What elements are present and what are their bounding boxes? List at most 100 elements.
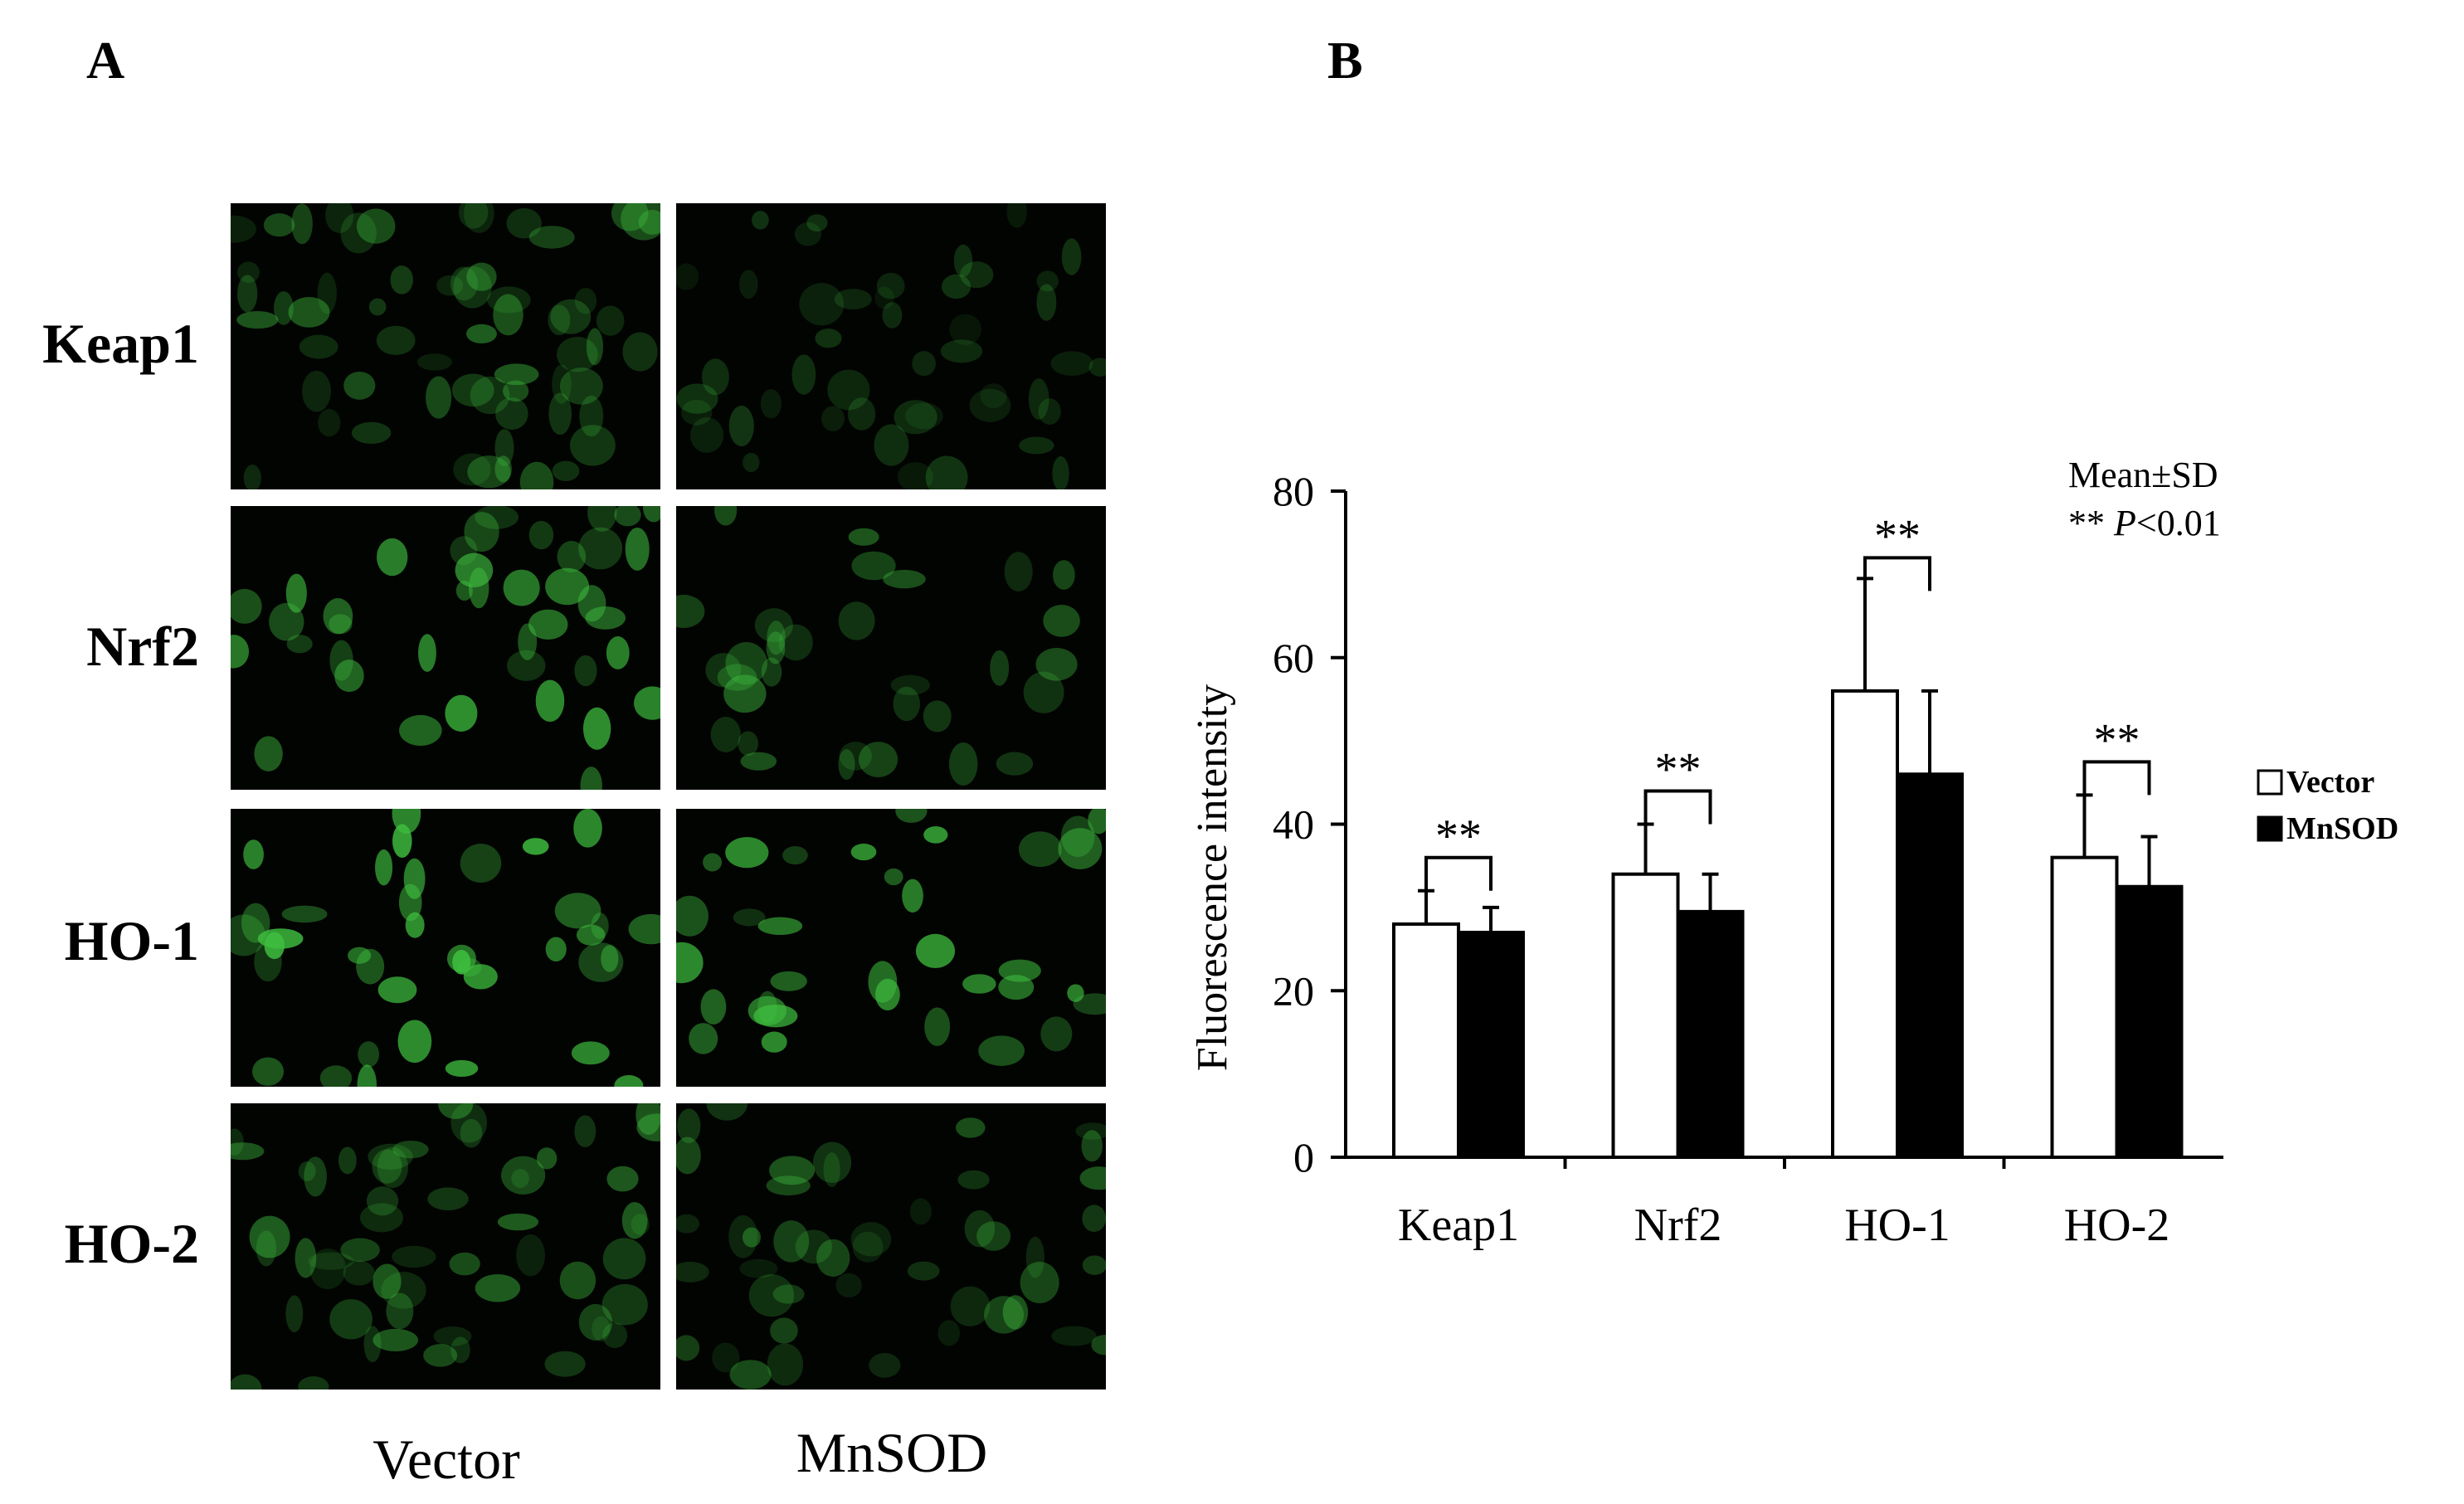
significance-bracket: [2082, 760, 2151, 796]
cell: [360, 1203, 403, 1233]
cell: [403, 858, 426, 899]
cell: [1067, 984, 1084, 1002]
cell: [738, 731, 758, 757]
cell: [363, 1326, 382, 1363]
cell: [580, 767, 602, 790]
cell: [794, 222, 821, 246]
cell: [956, 1117, 986, 1138]
cell-field: [676, 203, 1106, 489]
cell: [733, 908, 766, 927]
cell: [309, 1248, 346, 1290]
cell: [252, 1057, 285, 1086]
cell: [806, 214, 828, 232]
cell: [606, 1166, 639, 1192]
cell: [376, 325, 416, 356]
cell: [601, 1283, 648, 1326]
cell: [295, 1238, 317, 1278]
cell: [578, 527, 623, 570]
cell: [231, 588, 262, 624]
cell: [847, 397, 876, 431]
cell: [582, 707, 611, 750]
cell: [1023, 671, 1064, 713]
cell: [676, 895, 709, 937]
cell: [902, 879, 923, 913]
cell: [596, 305, 625, 336]
cell: [1058, 828, 1103, 869]
cell: [960, 261, 994, 289]
cell: [1073, 993, 1106, 1015]
cell: [1061, 238, 1082, 275]
cell: [438, 1103, 474, 1120]
cell: [318, 408, 341, 437]
cell: [631, 1214, 650, 1235]
cell: [738, 270, 758, 299]
cell: [728, 406, 754, 446]
cell: [621, 203, 660, 241]
cell: [770, 1317, 798, 1344]
cell: [725, 837, 769, 869]
cell: [883, 569, 926, 589]
cell: [452, 949, 471, 975]
cell: [460, 1118, 483, 1148]
cell: [574, 288, 597, 314]
cell: [381, 1272, 426, 1309]
cell: [323, 598, 353, 635]
cell: [501, 1156, 546, 1195]
cell: [1036, 284, 1057, 321]
significance-bracket: [1643, 789, 1712, 825]
cell: [838, 749, 855, 781]
stats-annotation: Mean±SD ** P<0.01: [2068, 455, 2221, 543]
cell: [392, 1245, 436, 1268]
cell: [1006, 203, 1027, 228]
cell: [766, 1175, 811, 1196]
cell-field: [676, 809, 1106, 1066]
cell: [948, 742, 978, 786]
significance-label: **: [1874, 510, 1921, 562]
cell: [978, 1035, 1025, 1066]
cell: [895, 809, 928, 823]
cell: [465, 324, 497, 344]
cell-field: [231, 809, 660, 1087]
cell: [241, 903, 270, 943]
cell: [390, 265, 413, 294]
cell: [536, 1147, 558, 1170]
y-tick-label: 40: [1273, 801, 1314, 848]
chart-legend: Vector MnSOD: [2257, 765, 2398, 846]
bar-vector-ho-1: [1831, 689, 1899, 1159]
cell: [876, 272, 905, 299]
cell: [770, 971, 807, 991]
cell: [495, 397, 528, 431]
cell: [254, 942, 282, 982]
bar-mnsod-nrf2: [1676, 909, 1745, 1160]
cell: [611, 203, 649, 231]
cell: [742, 1227, 761, 1248]
cell: [767, 1343, 804, 1386]
cell: [301, 370, 332, 412]
cell: [587, 506, 617, 532]
significance-label: **: [2094, 714, 2140, 766]
y-tick-label: 60: [1273, 635, 1314, 681]
cell-field: [676, 506, 1080, 786]
micrograph-keap1-mnsod: [676, 203, 1106, 489]
cell: [602, 1238, 646, 1280]
cell: [453, 453, 491, 486]
cell: [544, 1351, 586, 1377]
legend-swatch-mnsod: [2257, 815, 2283, 842]
cell: [243, 465, 261, 489]
cell: [548, 392, 572, 436]
cell: [676, 1137, 701, 1175]
cell: [503, 380, 529, 402]
cell: [552, 460, 580, 481]
cell: [392, 824, 412, 859]
cell: [450, 1336, 470, 1364]
cell: [635, 1103, 660, 1136]
cell: [601, 945, 619, 972]
cell: [1018, 831, 1062, 868]
cell: [940, 339, 983, 363]
cell: [703, 853, 723, 872]
cell: [586, 328, 604, 366]
cell-field: [231, 1103, 660, 1390]
cell: [980, 383, 1007, 409]
bar-mnsod-ho-2: [2115, 884, 2184, 1159]
cell: [591, 913, 609, 939]
